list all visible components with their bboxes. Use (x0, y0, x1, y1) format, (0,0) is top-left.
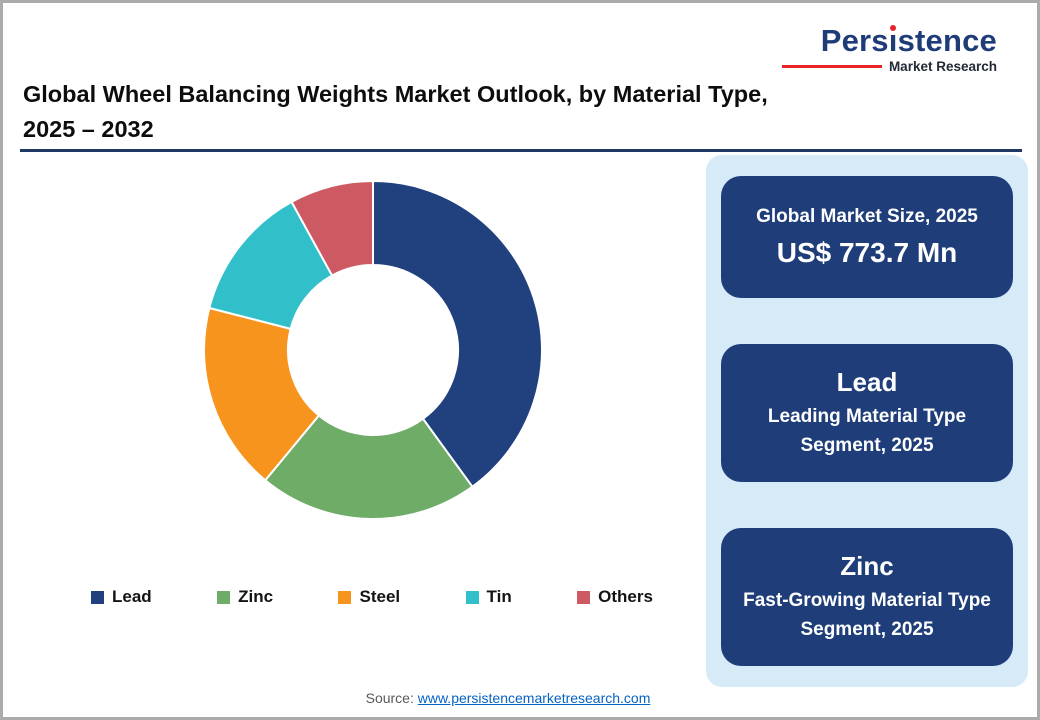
source-link[interactable]: www.persistencemarketresearch.com (417, 690, 651, 706)
legend-label-tin: Tin (486, 587, 512, 606)
legend-swatch-others (577, 590, 591, 604)
logo-subtitle: Market Research (888, 59, 997, 74)
stat-box-fast-growing-segment: Zinc Fast-Growing Material Type Segment,… (721, 528, 1013, 666)
donut-segment-steel (202, 306, 321, 482)
legend-swatch-lead (91, 590, 104, 604)
legend-swatch-steel (338, 590, 352, 604)
stat-box-leading-segment: Lead Leading Material Type Segment, 2025 (721, 344, 1013, 482)
donut-segment-lead (372, 179, 543, 489)
leading-segment-name: Lead (836, 366, 898, 397)
market-size-heading: Global Market Size, 2025 (756, 205, 978, 227)
logo-text-post: stence (897, 23, 997, 58)
legend-label-lead: Lead (112, 587, 152, 606)
legend-item-tin: Tin (465, 587, 512, 607)
page-title: Global Wheel Balancing Weights Market Ou… (23, 77, 797, 147)
logo-subtitle-row: Market Research (782, 59, 997, 74)
fast-growing-segment-caption: Fast-Growing Material Type Segment, 2025 (743, 590, 991, 640)
title-divider (20, 149, 1022, 152)
logo-wordmark: Pers ıstence (821, 25, 997, 56)
donut-chart (202, 179, 543, 520)
legend-item-zinc: Zinc (217, 587, 273, 607)
donut-segment-others (290, 179, 374, 277)
chart-legend: Lead Zinc Steel Tin Others (91, 587, 653, 607)
title-line-2: 2025 – 2032 (23, 116, 154, 142)
source-line: Source: www.persistencemarketresearch.co… (3, 690, 1013, 706)
donut-segment-zinc (263, 414, 474, 520)
legend-item-steel: Steel (338, 587, 400, 607)
stats-panel: Global Market Size, 2025 US$ 773.7 Mn Le… (706, 155, 1028, 687)
pmr-logo: Pers ıstence Market Research (782, 25, 997, 74)
legend-label-steel: Steel (359, 587, 401, 606)
legend-label-zinc: Zinc (238, 587, 274, 606)
logo-red-bar (782, 65, 882, 68)
logo-letter-i: ı (889, 25, 898, 56)
leading-segment-caption: Leading Material Type Segment, 2025 (767, 406, 967, 456)
market-size-value: US$ 773.7 Mn (776, 237, 958, 269)
legend-swatch-tin (465, 590, 479, 604)
legend-swatch-zinc (217, 590, 231, 604)
logo-red-dot-icon (890, 25, 897, 31)
fast-growing-segment-name: Zinc (840, 550, 894, 581)
legend-label-others: Others (598, 587, 653, 606)
source-label: Source: (365, 690, 418, 706)
title-line-1: Global Wheel Balancing Weights Market Ou… (23, 81, 768, 107)
stat-box-market-size: Global Market Size, 2025 US$ 773.7 Mn (721, 176, 1013, 298)
legend-item-others: Others (577, 587, 653, 607)
logo-text-i: ı (888, 23, 898, 58)
logo-text-pre: Pers (820, 23, 889, 58)
legend-item-lead: Lead (91, 587, 152, 607)
